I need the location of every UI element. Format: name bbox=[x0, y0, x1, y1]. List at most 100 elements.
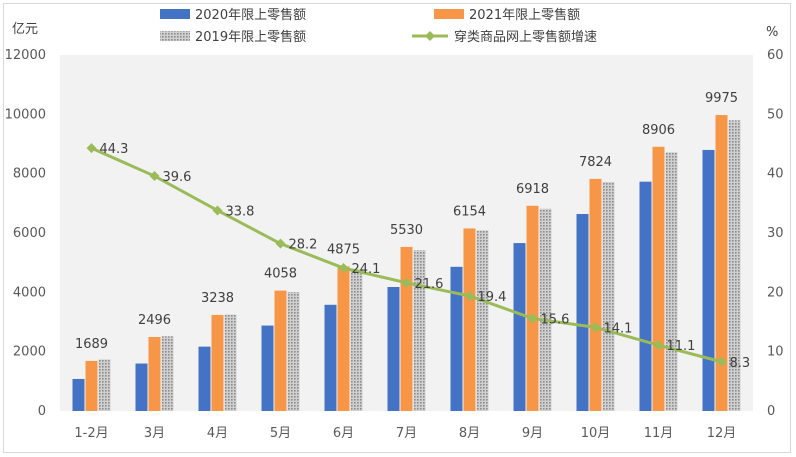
growth-marker bbox=[464, 290, 475, 301]
bar-2020 bbox=[639, 181, 652, 411]
growth-marker bbox=[716, 356, 727, 367]
bar-data-label: 1689 bbox=[75, 337, 108, 352]
left-tick-label: 6000 bbox=[13, 226, 46, 241]
growth-data-label: 28.2 bbox=[289, 238, 318, 253]
growth-marker bbox=[212, 205, 223, 216]
bar-2020 bbox=[198, 346, 211, 411]
bar-data-label: 6154 bbox=[453, 204, 486, 219]
bar-2020 bbox=[513, 243, 526, 411]
legend-label: 2020年限上零售额 bbox=[195, 7, 306, 23]
right-tick-label: 30 bbox=[767, 226, 784, 241]
growth-data-label: 19.4 bbox=[478, 290, 507, 305]
growth-marker bbox=[338, 263, 349, 274]
growth-data-label: 24.1 bbox=[352, 262, 381, 277]
bar-2019 bbox=[413, 250, 426, 411]
category-label: 3月 bbox=[144, 426, 165, 441]
left-tick-label: 4000 bbox=[13, 285, 46, 300]
right-tick-label: 50 bbox=[767, 107, 784, 122]
category-label: 10月 bbox=[581, 426, 611, 441]
bar-data-label: 7824 bbox=[579, 155, 612, 170]
growth-data-label: 11.1 bbox=[667, 339, 696, 354]
bar-2021 bbox=[337, 266, 350, 411]
growth-data-label: 39.6 bbox=[163, 170, 192, 185]
bar-data-label: 4058 bbox=[264, 267, 297, 282]
legend-label: 穿类商品网上零售额增速 bbox=[454, 29, 597, 45]
growth-data-label: 33.8 bbox=[226, 204, 255, 219]
growth-marker bbox=[86, 143, 97, 154]
bar-2021 bbox=[400, 246, 413, 411]
growth-data-label: 8.3 bbox=[730, 356, 751, 371]
legend-box-swatch bbox=[434, 9, 464, 19]
growth-data-label: 14.1 bbox=[604, 321, 633, 336]
bar-data-label: 8906 bbox=[642, 123, 675, 138]
bar-2019 bbox=[665, 152, 678, 411]
bar-2019 bbox=[287, 292, 300, 411]
bar-data-label: 5530 bbox=[390, 223, 423, 238]
bar-2021 bbox=[652, 146, 665, 411]
growth-data-label: 21.6 bbox=[415, 277, 444, 292]
left-tick-label: 2000 bbox=[13, 345, 46, 360]
growth-marker bbox=[275, 238, 286, 249]
growth-marker bbox=[149, 171, 160, 182]
bar-2020 bbox=[702, 149, 715, 411]
bar-2019 bbox=[224, 314, 237, 411]
bar-2019 bbox=[728, 120, 741, 412]
bar-2021 bbox=[211, 314, 224, 411]
category-label: 12月 bbox=[707, 426, 737, 441]
category-label: 7月 bbox=[396, 426, 417, 441]
bar-2019 bbox=[350, 268, 363, 411]
growth-marker bbox=[527, 313, 538, 324]
bar-2021 bbox=[274, 290, 287, 411]
category-label: 8月 bbox=[459, 426, 480, 441]
bar-2020 bbox=[450, 266, 463, 411]
bar-2020 bbox=[135, 363, 148, 411]
bar-2021 bbox=[463, 228, 476, 411]
right-tick-label: 0 bbox=[767, 404, 775, 419]
bar-2020 bbox=[576, 214, 589, 411]
bar-data-label: 6918 bbox=[516, 182, 549, 197]
bar-data-label: 2496 bbox=[138, 313, 171, 328]
right-tick-label: 40 bbox=[767, 167, 784, 182]
growth-data-label: 15.6 bbox=[541, 312, 570, 327]
legend-box-swatch bbox=[160, 9, 190, 19]
bar-2020 bbox=[261, 325, 274, 411]
left-tick-label: 0 bbox=[38, 404, 46, 419]
category-label: 9月 bbox=[522, 426, 543, 441]
growth-data-label: 44.3 bbox=[100, 142, 129, 157]
right-tick-label: 10 bbox=[767, 345, 784, 360]
bar-2021 bbox=[589, 178, 602, 411]
right-tick-label: 60 bbox=[767, 48, 784, 63]
bar-2019 bbox=[602, 181, 615, 411]
bar-2019 bbox=[161, 336, 174, 411]
bar-2020 bbox=[72, 378, 85, 411]
bar-2021 bbox=[85, 360, 98, 411]
bar-2019 bbox=[539, 208, 552, 411]
bar-data-label: 9975 bbox=[705, 91, 738, 106]
right-tick-label: 20 bbox=[767, 285, 784, 300]
category-label: 6月 bbox=[333, 426, 354, 441]
bar-data-label: 3238 bbox=[201, 291, 234, 306]
legend-box-swatch bbox=[160, 31, 190, 41]
left-tick-label: 12000 bbox=[5, 48, 46, 63]
bar-2020 bbox=[324, 304, 337, 411]
bar-2019 bbox=[476, 230, 489, 411]
category-label: 11月 bbox=[644, 426, 674, 441]
legend-marker-swatch bbox=[425, 31, 435, 41]
category-label: 4月 bbox=[207, 426, 228, 441]
bar-data-label: 4875 bbox=[327, 242, 360, 257]
bar-2021 bbox=[526, 205, 539, 411]
legend-label: 2019年限上零售额 bbox=[195, 29, 306, 45]
category-label: 1-2月 bbox=[74, 426, 108, 441]
left-tick-label: 10000 bbox=[5, 107, 46, 122]
category-label: 5月 bbox=[270, 426, 291, 441]
bar-2019 bbox=[98, 359, 111, 411]
left-tick-label: 8000 bbox=[13, 167, 46, 182]
growth-marker bbox=[401, 277, 412, 288]
growth-marker bbox=[590, 322, 601, 333]
left-axis-unit: 亿元 bbox=[12, 22, 38, 37]
bar-2021 bbox=[715, 115, 728, 411]
right-axis-unit: % bbox=[766, 25, 778, 40]
growth-marker bbox=[653, 340, 664, 351]
legend-label: 2021年限上零售额 bbox=[469, 7, 580, 23]
